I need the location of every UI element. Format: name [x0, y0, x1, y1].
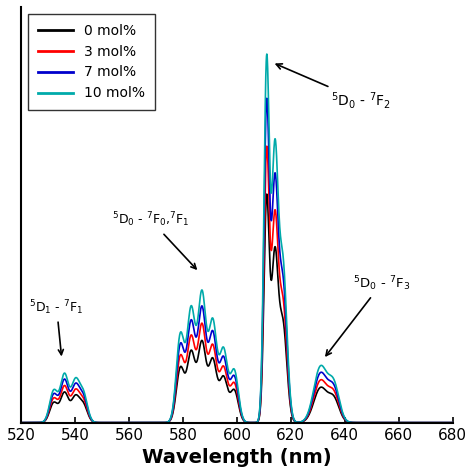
- 0 mol%: [202, 354, 208, 359]
- 10 mol%: [395, 420, 401, 426]
- 3 mol%: [264, 143, 270, 149]
- 3 mol%: [202, 339, 208, 345]
- 10 mol%: [450, 420, 456, 426]
- 7 mol%: [264, 95, 270, 101]
- 3 mol%: [18, 420, 24, 426]
- 0 mol%: [93, 419, 99, 425]
- 0 mol%: [68, 398, 73, 403]
- 3 mol%: [68, 393, 73, 399]
- 0 mol%: [184, 366, 190, 372]
- 0 mol%: [395, 420, 401, 426]
- Legend: 0 mol%, 3 mol%, 7 mol%, 10 mol%: 0 mol%, 3 mol%, 7 mol%, 10 mol%: [28, 14, 155, 110]
- 7 mol%: [202, 326, 208, 331]
- Line: 10 mol%: 10 mol%: [21, 54, 453, 423]
- Text: $^5$D$_0$ - $^7$F$_3$: $^5$D$_0$ - $^7$F$_3$: [326, 274, 410, 356]
- 7 mol%: [93, 419, 99, 425]
- 3 mol%: [450, 420, 456, 426]
- 7 mol%: [441, 420, 447, 426]
- 7 mol%: [18, 420, 24, 426]
- Text: $^5$D$_0$ - $^7$F$_0$,$^7$F$_1$: $^5$D$_0$ - $^7$F$_0$,$^7$F$_1$: [112, 211, 196, 269]
- 3 mol%: [441, 420, 447, 426]
- 0 mol%: [441, 420, 447, 426]
- 7 mol%: [395, 420, 401, 426]
- 0 mol%: [264, 191, 270, 197]
- Text: $^5$D$_0$ - $^7$F$_2$: $^5$D$_0$ - $^7$F$_2$: [276, 64, 392, 111]
- 10 mol%: [184, 334, 190, 339]
- 3 mol%: [395, 420, 401, 426]
- 7 mol%: [450, 420, 456, 426]
- Line: 0 mol%: 0 mol%: [21, 194, 453, 423]
- X-axis label: Wavelength (nm): Wavelength (nm): [142, 448, 332, 467]
- Line: 7 mol%: 7 mol%: [21, 98, 453, 423]
- Line: 3 mol%: 3 mol%: [21, 146, 453, 423]
- 0 mol%: [450, 420, 456, 426]
- 10 mol%: [18, 420, 24, 426]
- 0 mol%: [18, 420, 24, 426]
- 3 mol%: [93, 419, 99, 425]
- 10 mol%: [441, 420, 447, 426]
- 7 mol%: [184, 344, 190, 350]
- 10 mol%: [264, 51, 270, 57]
- 10 mol%: [93, 419, 99, 425]
- 10 mol%: [68, 384, 73, 390]
- 10 mol%: [202, 313, 208, 319]
- 3 mol%: [184, 355, 190, 361]
- Text: $^5$D$_1$ - $^7$F$_1$: $^5$D$_1$ - $^7$F$_1$: [29, 298, 84, 355]
- 7 mol%: [68, 388, 73, 394]
